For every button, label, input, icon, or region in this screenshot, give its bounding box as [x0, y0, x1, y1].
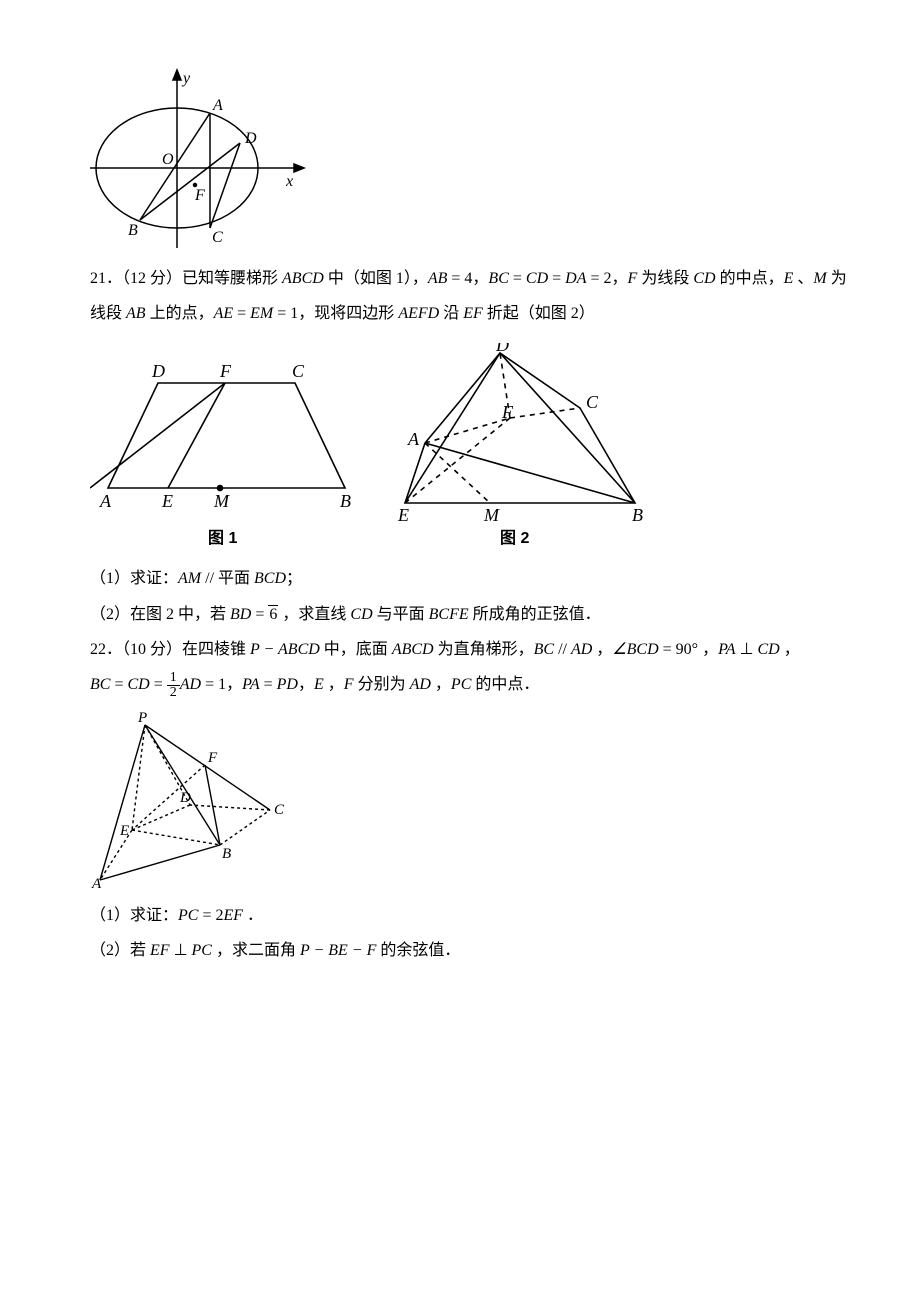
svg-text:P: P	[137, 710, 147, 726]
q22-header: 22．（10 分）在四棱锥 P − ABCD 中，底面 ABCD 为直角梯形，B…	[90, 632, 920, 667]
svg-text:B: B	[222, 846, 231, 862]
label-y: y	[181, 70, 191, 87]
svg-text:D: D	[495, 343, 509, 355]
label-D: D	[244, 130, 257, 147]
fig2-caption: 图 2	[500, 529, 529, 547]
svg-text:F: F	[501, 402, 514, 422]
figure-q21: D F C A E M B 图 1 D C F A E M B 图 2	[90, 343, 920, 553]
svg-text:E: E	[161, 491, 173, 511]
figure-ellipse: y x O A D F B C	[90, 68, 920, 253]
q21-part2: （2）在图 2 中，若 BD = 6 ，求直线 CD 与平面 BCFE 所成角的…	[90, 597, 920, 632]
svg-text:D: D	[179, 790, 191, 806]
label-x: x	[285, 173, 293, 190]
q22-number: 22．	[90, 641, 122, 658]
label-A: A	[212, 97, 223, 114]
label-O: O	[162, 151, 174, 168]
label-C: C	[212, 229, 223, 246]
figure-q22: P F C D E B A	[90, 710, 920, 890]
svg-text:C: C	[274, 802, 285, 818]
q22-part1: （1）求证：PC = 2EF ．	[90, 898, 920, 933]
q21-part1: （1）求证：AM // 平面 BCD；	[90, 561, 920, 596]
fig1-caption: 图 1	[208, 529, 237, 547]
label-B: B	[128, 222, 138, 239]
svg-text:M: M	[483, 505, 500, 525]
svg-text:B: B	[632, 505, 643, 525]
svg-text:A: A	[407, 429, 420, 449]
q21-header: 21．（12 分）已知等腰梯形 ABCD 中（如图 1），AB = 4，BC =…	[90, 261, 920, 296]
svg-text:D: D	[151, 361, 165, 381]
svg-text:C: C	[586, 392, 599, 412]
svg-text:A: A	[99, 491, 112, 511]
label-F: F	[194, 187, 205, 204]
svg-text:A: A	[91, 876, 102, 890]
q21-line2: 线段 AB 上的点，AE = EM = 1，现将四边形 AEFD 沿 EF 折起…	[90, 296, 920, 331]
svg-text:F: F	[207, 750, 218, 766]
svg-text:E: E	[119, 823, 129, 839]
q21-number: 21．	[90, 270, 122, 287]
svg-text:B: B	[340, 491, 351, 511]
q22-part2: （2）若 EF ⊥ PC ，求二面角 P − BE − F 的余弦值．	[90, 933, 920, 968]
svg-text:C: C	[292, 361, 305, 381]
svg-text:M: M	[213, 491, 230, 511]
q22-line2: BC = CD = 12AD = 1，PA = PD，E ，F 分别为 AD ，…	[90, 667, 920, 702]
svg-text:E: E	[397, 505, 409, 525]
svg-text:F: F	[219, 361, 232, 381]
